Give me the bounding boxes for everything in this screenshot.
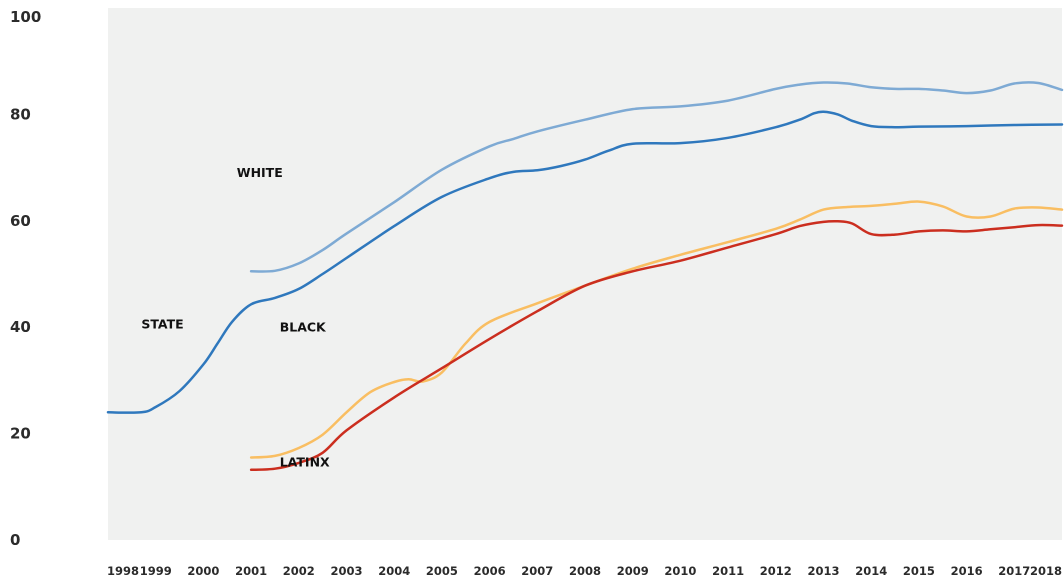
x-tick-label: 2010	[664, 564, 696, 578]
series-layer	[106, 81, 1064, 472]
y-tick-label: 60	[10, 212, 31, 230]
x-tick-label: 2002	[283, 564, 315, 578]
x-tick-label: 2015	[903, 564, 935, 578]
x-tick-label: 1999	[140, 564, 172, 578]
x-tick-label: 2008	[569, 564, 601, 578]
series-line-state	[106, 110, 1064, 414]
x-tick-label: 2007	[521, 564, 553, 578]
series-label-latinx: LATINX	[280, 455, 330, 470]
series-line-white	[249, 81, 1064, 273]
x-tick-label: 2006	[474, 564, 506, 578]
y-tick-label: 80	[10, 105, 31, 123]
x-tick-label: 2013	[807, 564, 839, 578]
y-axis: 0 20 40 60 80 100	[10, 8, 41, 549]
y-tick-label: 40	[10, 318, 31, 336]
plot-area	[108, 8, 1062, 540]
x-tick-label: 2000	[187, 564, 219, 578]
series-labels: WHITE STATE BLACK LATINX	[141, 165, 330, 469]
series-label-white: WHITE	[237, 165, 283, 180]
x-tick-label: 2014	[855, 564, 887, 578]
x-tick-label: 2005	[426, 564, 458, 578]
series-line-latinx	[249, 219, 1064, 472]
y-tick-label: 20	[10, 425, 31, 443]
series-label-state: STATE	[141, 316, 183, 331]
x-tick-label: 2012	[760, 564, 792, 578]
x-tick-label: 2018	[1030, 564, 1062, 578]
x-tick-label: 2011	[712, 564, 744, 578]
x-axis: 1998 1999 2000 2001 2002 2003 2004 2005 2006 2007…	[107, 564, 1062, 578]
x-tick-label: 2004	[378, 564, 410, 578]
x-tick-label: 2001	[235, 564, 267, 578]
y-tick-label: 0	[10, 531, 20, 549]
y-tick-label: 100	[10, 8, 41, 26]
x-tick-label: 2017	[998, 564, 1030, 578]
series-label-black: BLACK	[280, 319, 327, 334]
x-tick-label: 2009	[617, 564, 649, 578]
series-line-black	[249, 200, 1064, 459]
x-tick-label: 2016	[951, 564, 983, 578]
x-tick-label: 2003	[330, 564, 362, 578]
x-tick-label: 1998	[107, 564, 139, 578]
